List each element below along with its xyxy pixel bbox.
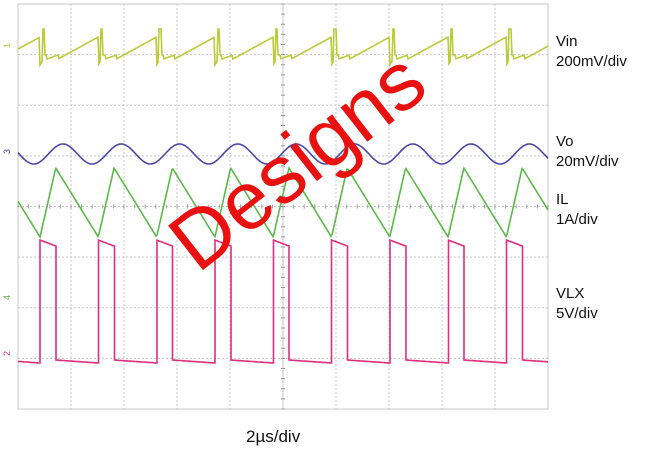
channel-marker-il: 4 [2, 295, 12, 300]
il-name: IL [556, 191, 569, 208]
il-label: IL 1A/div [556, 190, 598, 230]
scope-grid [17, 3, 549, 410]
channel-marker-text: 1 [2, 43, 12, 48]
trace-vo [17, 143, 549, 165]
vo-label: Vo 20mV/div [556, 132, 619, 172]
il-scale: 1A/div [556, 211, 598, 228]
channel-marker-vo: 3 [2, 149, 12, 154]
channel-marker-text: 3 [2, 149, 12, 154]
vin-name: Vin [556, 33, 578, 50]
vo-name: Vo [556, 133, 574, 150]
vin-scale: 200mV/div [556, 53, 627, 70]
channel-markers: 1 3 4 2 [2, 43, 12, 356]
channel-marker-vlx: 2 [2, 351, 12, 356]
trace-vin [17, 28, 549, 68]
channel-marker-vin: 1 [2, 43, 12, 48]
scope-traces [17, 28, 549, 364]
timebase-label: 2µs/div [246, 427, 301, 446]
trace-vlx [17, 238, 548, 364]
vlx-name: VLX [556, 285, 585, 302]
channel-marker-text: 2 [2, 351, 12, 356]
vlx-scale: 5V/div [556, 305, 598, 322]
trace-il [17, 166, 549, 240]
vlx-label: VLX 5V/div [556, 284, 598, 324]
channel-marker-text: 4 [2, 295, 12, 300]
vin-label: Vin 200mV/div [556, 32, 627, 72]
vo-scale: 20mV/div [556, 153, 619, 170]
